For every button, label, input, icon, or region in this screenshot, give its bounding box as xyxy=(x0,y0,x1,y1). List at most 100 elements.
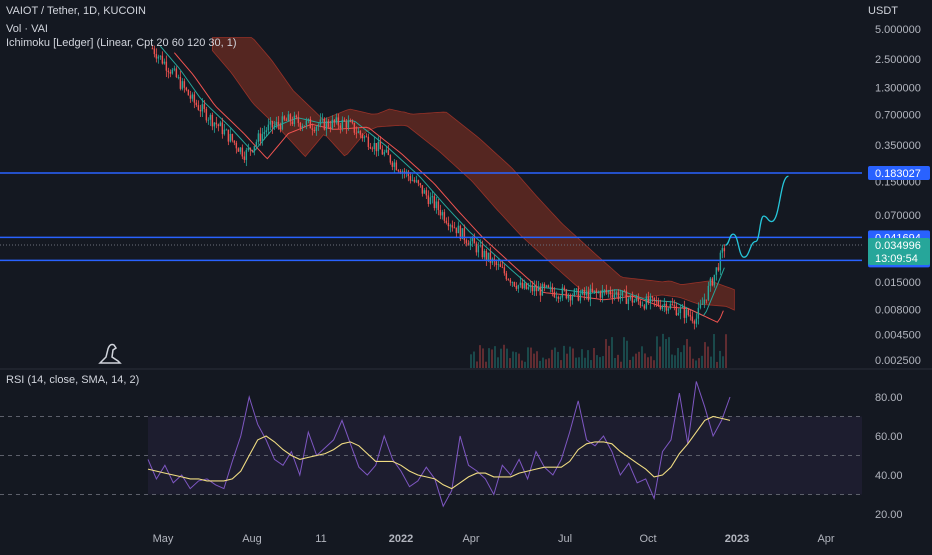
candle-body xyxy=(581,289,584,295)
volume-bar xyxy=(596,355,598,368)
candle-body xyxy=(457,225,460,234)
candles xyxy=(151,44,726,330)
candle-body xyxy=(685,309,688,318)
candle-body xyxy=(389,155,392,163)
candle-body xyxy=(503,267,506,274)
candle-body xyxy=(695,318,698,324)
volume-legend[interactable]: Vol · VAI xyxy=(6,23,48,35)
candle-body xyxy=(525,283,528,289)
volume-bar xyxy=(632,356,634,368)
candle-body xyxy=(535,286,538,292)
candle-body xyxy=(623,290,626,292)
volume-bar xyxy=(545,359,547,368)
volume-bar xyxy=(542,357,544,368)
symbol-title[interactable]: VAIOT / Tether, 1D, KUCOIN xyxy=(6,5,146,17)
candle-body xyxy=(593,290,596,292)
candle-body xyxy=(669,304,672,309)
volume-bar xyxy=(710,356,712,368)
candle-body xyxy=(645,296,648,309)
candle-body xyxy=(301,126,304,128)
current-price-text: 0.034996 xyxy=(875,240,921,252)
candle-body xyxy=(559,297,562,299)
candle-body xyxy=(471,238,474,242)
candle-body xyxy=(639,301,642,306)
candle-body xyxy=(265,130,268,133)
candle-body xyxy=(247,147,250,151)
volume-bar xyxy=(491,349,493,368)
candle-body xyxy=(455,227,458,234)
candle-body xyxy=(409,176,412,181)
candle-body xyxy=(579,294,582,301)
candle-body xyxy=(643,305,646,309)
candle-body xyxy=(385,149,388,153)
candle-body xyxy=(413,179,416,182)
volume-bar xyxy=(533,353,535,368)
volume-bar xyxy=(482,348,484,368)
volume-bar xyxy=(578,357,580,368)
volume-bar xyxy=(695,360,697,368)
candle-body xyxy=(183,81,186,88)
candle-body xyxy=(319,119,322,125)
candle-body xyxy=(473,238,476,244)
volume-bar xyxy=(605,339,607,368)
volume-bar xyxy=(650,356,652,368)
volume-bar xyxy=(539,360,541,368)
volume-bar xyxy=(554,347,556,368)
volume-bar xyxy=(704,342,706,368)
rsi-tick-label: 40.00 xyxy=(875,470,903,482)
candle-body xyxy=(635,297,638,301)
volume-bar xyxy=(521,360,523,368)
candle-body xyxy=(381,149,384,155)
candle-body xyxy=(209,114,212,120)
candle-body xyxy=(673,305,676,307)
candle-body xyxy=(411,179,414,181)
x-tick-label: Oct xyxy=(639,533,656,545)
level-badge-0-text: 0.183027 xyxy=(875,168,921,180)
candle-body xyxy=(187,89,190,96)
volume-bar xyxy=(476,361,478,368)
volume-bar xyxy=(623,337,625,368)
rsi-legend[interactable]: RSI (14, close, SMA, 14, 2) xyxy=(6,374,140,386)
candle-body xyxy=(563,287,566,290)
candle-body xyxy=(317,124,320,127)
volume-bar xyxy=(593,348,595,368)
volume-bar xyxy=(572,348,574,368)
price-tick-label: 5.000000 xyxy=(875,24,921,36)
candle-body xyxy=(513,282,516,286)
candle-body xyxy=(701,303,704,305)
volume-bar xyxy=(473,351,475,368)
candle-body xyxy=(523,283,526,289)
candle-body xyxy=(379,141,382,150)
volume-bar xyxy=(659,346,661,368)
candle-body xyxy=(335,117,338,123)
candle-body xyxy=(441,212,444,216)
candle-body xyxy=(711,278,714,286)
volume-bar xyxy=(515,352,517,368)
candle-body xyxy=(327,121,330,127)
candle-body xyxy=(375,143,378,152)
candle-body xyxy=(497,264,500,266)
candle-body xyxy=(667,308,670,311)
ichimoku-cloud xyxy=(211,37,735,311)
volume-bar xyxy=(665,339,667,368)
candle-body xyxy=(653,297,656,301)
volume-bar xyxy=(671,354,673,368)
candle-body xyxy=(583,289,586,296)
volume-bar xyxy=(653,360,655,368)
candle-body xyxy=(631,295,634,303)
candle-body xyxy=(517,285,520,289)
price-tick-label: 0.015000 xyxy=(875,277,921,289)
candle-body xyxy=(397,170,400,172)
x-tick-label: 2023 xyxy=(725,533,749,545)
candle-body xyxy=(357,131,360,134)
volume-bar xyxy=(557,351,559,368)
candle-body xyxy=(605,289,608,293)
ichimoku-legend[interactable]: Ichimoku [Ledger] (Linear, Cpt 20 60 120… xyxy=(6,37,237,49)
candle-body xyxy=(501,266,504,268)
candle-body xyxy=(607,291,610,293)
candle-body xyxy=(267,124,270,131)
volume-bar xyxy=(641,346,643,368)
candle-body xyxy=(343,119,346,122)
candle-body xyxy=(189,95,192,99)
